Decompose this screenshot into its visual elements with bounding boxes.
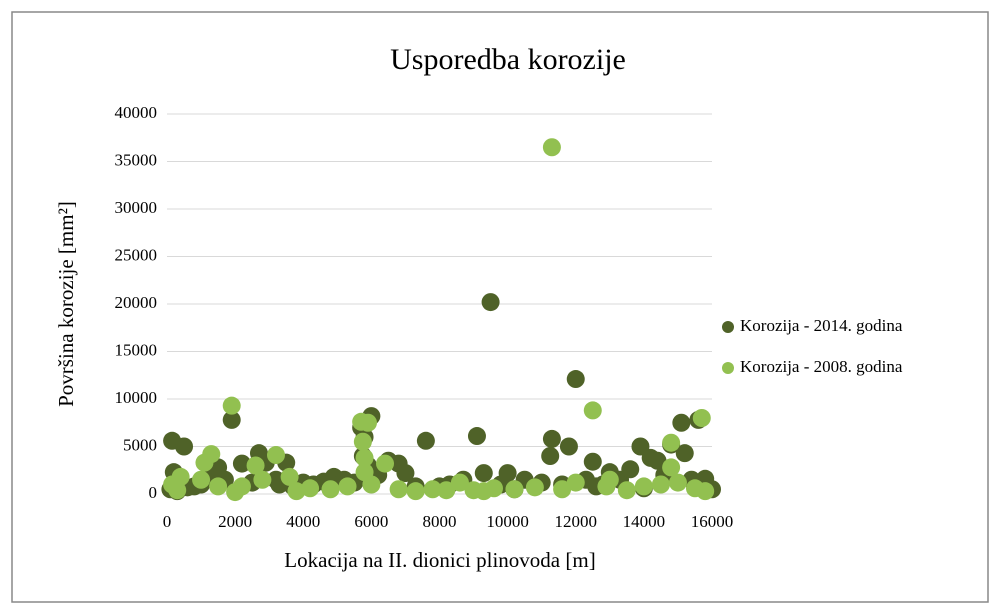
x-tick-label: 4000: [286, 512, 320, 531]
point: [358, 413, 377, 432]
y-tick-label: 15000: [115, 340, 158, 359]
point: [525, 478, 544, 497]
point: [437, 481, 456, 500]
point: [222, 410, 241, 429]
point: [481, 293, 500, 312]
point: [553, 480, 572, 499]
point: [280, 467, 299, 486]
point: [692, 409, 711, 427]
y-tick-label: 25000: [115, 245, 158, 264]
point: [355, 448, 374, 467]
chart-title: Usporedba korozije: [390, 43, 626, 76]
x-tick-label: 12000: [555, 512, 598, 531]
point: [171, 467, 190, 486]
x-tick-label: 6000: [354, 512, 388, 531]
legend-marker: [722, 321, 734, 333]
point: [253, 470, 272, 489]
point: [668, 473, 687, 492]
x-tick-label: 0: [163, 512, 172, 531]
y-tick-label: 0: [149, 483, 158, 502]
point: [406, 482, 425, 501]
point: [621, 460, 640, 479]
point: [651, 475, 670, 494]
point: [542, 429, 561, 448]
point: [192, 470, 211, 489]
y-tick-label: 40000: [115, 103, 158, 122]
legend-label: Korozija - 2014. godina: [740, 316, 903, 335]
point: [559, 437, 578, 456]
point: [583, 401, 602, 420]
y-tick-label: 30000: [115, 198, 158, 217]
point: [566, 473, 585, 492]
point: [222, 396, 241, 415]
point: [696, 482, 715, 501]
point: [583, 452, 602, 471]
point: [287, 482, 306, 501]
y-tick-label: 20000: [115, 293, 158, 312]
y-axis-label: Površina korozije [mm²]: [54, 201, 78, 407]
y-tick-label: 10000: [115, 388, 158, 407]
point: [662, 458, 681, 477]
point: [267, 446, 285, 465]
point: [450, 473, 469, 492]
point: [389, 480, 408, 499]
point: [246, 456, 265, 475]
point: [202, 445, 221, 464]
legend-label: Korozija - 2008. godina: [740, 357, 903, 376]
x-tick-label: 8000: [423, 512, 457, 531]
y-tick-label: 35000: [115, 150, 158, 169]
point: [301, 479, 320, 498]
legend-marker: [722, 362, 734, 374]
chart-border: [11, 11, 989, 603]
point: [321, 480, 340, 499]
point: [498, 464, 517, 483]
point: [566, 370, 585, 389]
point: [353, 432, 372, 451]
point: [362, 475, 381, 494]
point: [634, 477, 653, 496]
point: [675, 444, 694, 463]
point: [376, 454, 394, 473]
point: [338, 477, 357, 496]
point: [232, 454, 251, 473]
x-tick-label: 10000: [486, 512, 529, 531]
x-tick-label: 16000: [691, 512, 734, 531]
y-tick-label: 5000: [123, 435, 157, 454]
x-axis-label: Lokacija na II. dionici plinovoda [m]: [284, 548, 595, 572]
point: [662, 433, 681, 452]
point: [672, 413, 691, 432]
x-tick-label: 2000: [218, 512, 252, 531]
point: [175, 437, 194, 456]
point: [209, 477, 228, 496]
point: [396, 464, 415, 483]
point: [648, 451, 667, 470]
point: [474, 464, 493, 483]
point: [541, 447, 560, 465]
point: [423, 480, 442, 499]
point: [226, 483, 245, 502]
point: [505, 480, 524, 499]
point: [474, 482, 493, 501]
point: [467, 427, 486, 446]
point: [600, 470, 619, 489]
x-tick-label: 14000: [623, 512, 666, 531]
point: [617, 481, 636, 500]
point: [416, 431, 435, 450]
point: [542, 138, 561, 157]
